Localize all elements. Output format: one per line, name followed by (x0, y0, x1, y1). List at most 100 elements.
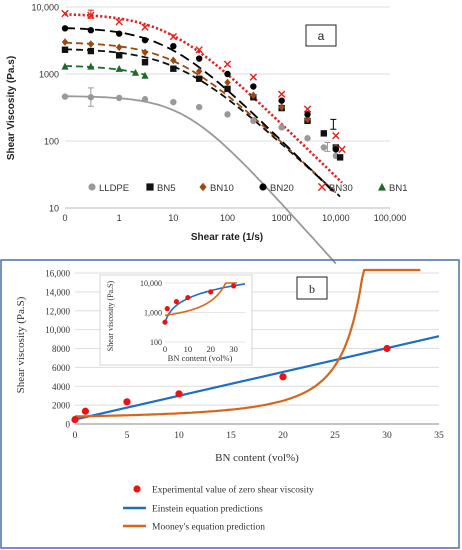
a-legend-marker-bn20 (259, 183, 267, 191)
a-point-bn1 (115, 64, 123, 72)
a-error-bars (87, 9, 337, 152)
a-x-tick-label: 0 (62, 213, 67, 223)
a-fit-curve-bn30 (64, 13, 343, 184)
a-point-bn5 (87, 47, 95, 55)
a-legend-label-bn10: BN10 (210, 183, 234, 194)
a-point-bn20 (278, 97, 285, 104)
a-error-bar (324, 141, 331, 152)
b-x-tick-label: 25 (330, 431, 340, 441)
b-experimental-point (123, 398, 131, 406)
a-point-bn10 (115, 43, 123, 52)
b-y-tick-label: 6000 (52, 363, 71, 373)
a-point-bn30 (338, 145, 346, 154)
b-legend-label: Experimental value of zero shear viscosi… (152, 485, 314, 496)
a-point-bn30 (141, 23, 149, 31)
a-x-tick-label: 1 (117, 213, 122, 223)
b-legend: Experimental value of zero shear viscosi… (123, 485, 314, 533)
a-point-bn5 (336, 154, 344, 161)
b-x-tick-label: 0 (73, 431, 78, 441)
panel-b: 0200040006000800010,00012,00014,00016,00… (0, 259, 460, 549)
a-point-bn10 (195, 67, 203, 76)
a-point-bn1 (141, 71, 149, 79)
a-legend-label-bn30: BN30 (329, 183, 353, 194)
a-point-bn5 (224, 85, 231, 93)
a-point-bn30 (332, 132, 340, 140)
a-point-bn1 (131, 68, 140, 76)
a-x-axis-title: Shear rate (1/s) (191, 232, 263, 243)
b-x-tick-label: 30 (382, 431, 392, 441)
a-point-bn20 (250, 83, 257, 90)
inset-experimental-point (185, 294, 191, 301)
a-point-bn20 (304, 111, 311, 118)
inset-mooney-curve (164, 282, 237, 317)
a-point-bn30 (61, 9, 69, 18)
a-point-bn5 (320, 130, 328, 137)
a-point-bn5 (141, 59, 149, 66)
a-point-bn30 (115, 18, 123, 26)
b-x-tick-label: 10 (174, 431, 184, 441)
a-point-bn10 (61, 38, 69, 46)
a-panel-label-box (305, 24, 337, 47)
b-x-tick-label: 15 (226, 431, 236, 441)
b-outer-border (0, 259, 460, 549)
b-panel-label-box (296, 276, 328, 300)
a-point-lldpe (224, 111, 231, 118)
a-point-lldpe (278, 124, 285, 131)
b-experimental-points (71, 344, 391, 424)
b-y-tick-label: 0 (66, 420, 71, 430)
a-fit-curve-bn20 (64, 27, 337, 195)
a-x-tick-label: 1000 (272, 213, 292, 223)
a-point-bn10 (170, 56, 177, 65)
a-point-bn10 (278, 103, 285, 111)
a-legend-marker-lldpe (88, 183, 96, 191)
a-point-lldpe (304, 135, 311, 142)
a-x-tick-label: 10 (168, 213, 178, 223)
b-experimental-point (383, 344, 391, 353)
a-fit-curve-bn1 (65, 65, 146, 76)
b-mooney-curve (75, 268, 421, 418)
a-point-bn20 (195, 55, 203, 62)
a-x-tick-label: 100 (220, 213, 235, 223)
a-error-bar (87, 87, 94, 107)
a-point-bn1 (87, 62, 95, 70)
b-experimental-point (175, 390, 183, 398)
a-point-bn10 (141, 48, 149, 57)
inset-y-tick-label: 1,000 (144, 309, 162, 318)
b-x-tick-label: 20 (278, 431, 288, 441)
panel-a: 10 100 1000 10,000 0 1 10 100 1000 10,000 100,000… (6, 3, 407, 265)
inset-experimental-point (173, 298, 180, 305)
a-y-tick-label: 10,000 (31, 3, 59, 13)
a-legend-marker-bn30 (317, 182, 327, 192)
b-y-tick-labels: 0 2000 4000 6000 8000 10,000 12,000 14,000 16,00… (45, 269, 70, 430)
b-experimental-point (71, 415, 79, 424)
inset-x-tick-labels: 0 10 20 30 (163, 344, 238, 354)
a-point-bn30 (169, 33, 178, 41)
a-point-lldpe (320, 144, 328, 151)
b-legend-label: Mooney's equation prediction (152, 523, 265, 533)
b-y-axis-title: Shear viscosity (Pa.S) (15, 296, 27, 393)
b-einstein-line (74, 335, 440, 421)
inset-points (162, 283, 237, 325)
a-point-bn5 (170, 65, 177, 72)
b-x-axis-title: BN content (vol%) (215, 452, 299, 464)
a-panel-label: a (318, 29, 325, 43)
a-y-tick-label: 1000 (39, 70, 59, 80)
a-point-bn10 (87, 40, 95, 48)
a-point-bn5 (61, 46, 69, 53)
inset-x-tick-label: 20 (206, 344, 215, 354)
b-y-tick-label: 12,000 (45, 306, 70, 316)
a-y-axis-title: Shear Viscosity (Pa.s) (6, 56, 17, 160)
a-point-bn30 (223, 60, 232, 68)
b-x-tick-labels: 0 5 10 15 20 25 30 35 (73, 431, 444, 441)
a-point-bn30 (195, 46, 203, 54)
a-y-tick-label: 10 (49, 204, 59, 214)
a-fit-curve-bn10 (64, 41, 337, 194)
b-panel-label: b (309, 282, 315, 296)
a-legend-label-bn20: BN20 (270, 183, 294, 194)
a-error-bar (87, 9, 94, 19)
a-y-tick-label: 100 (44, 137, 59, 147)
a-legend-marker-bn10 (199, 182, 207, 192)
a-x-tick-label: 100,000 (374, 213, 407, 223)
b-y-tick-label: 8000 (52, 344, 71, 354)
a-point-bn30 (303, 105, 312, 113)
